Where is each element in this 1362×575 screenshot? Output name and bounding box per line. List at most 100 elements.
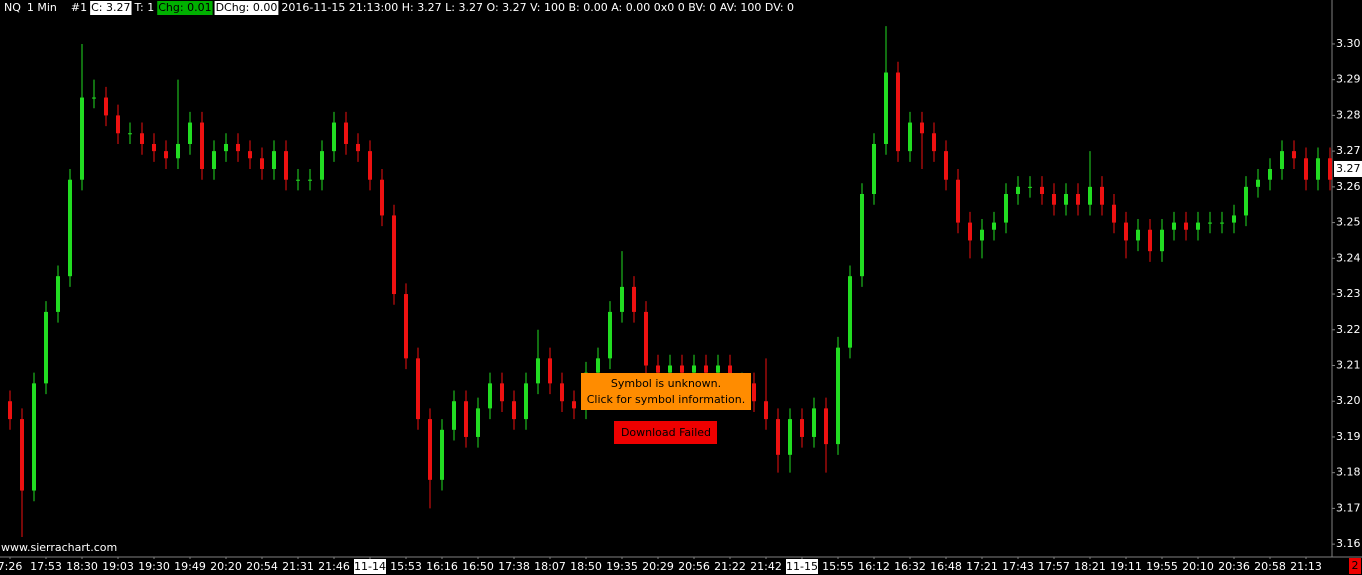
candle-body (764, 401, 768, 420)
candle-body (380, 179, 384, 216)
candle-body (1220, 222, 1224, 224)
x-tick-label: 18:21 (1074, 560, 1106, 573)
candle-body (1184, 222, 1188, 230)
candle-body (8, 401, 12, 420)
candle-body (1028, 186, 1032, 188)
x-tick-label: 20:58 (1254, 560, 1286, 573)
candle-body (1280, 151, 1284, 169)
candle-body (512, 401, 516, 420)
candle-body (1256, 179, 1260, 187)
candle-body (1052, 194, 1056, 205)
candle-body (956, 179, 960, 223)
x-tick-label: 19:30 (138, 560, 170, 573)
candle-body (140, 133, 144, 144)
candle-body (536, 358, 540, 384)
x-tick-label: 18:50 (570, 560, 602, 573)
x-tick-label: 19:49 (174, 560, 206, 573)
candle-body (368, 151, 372, 180)
candle-body (44, 311, 48, 384)
x-tick-label: 21:13 (1290, 560, 1322, 573)
x-tick-label: 17:21 (966, 560, 998, 573)
candle-body (152, 143, 156, 152)
candle-body (1244, 186, 1248, 216)
x-tick-label: 17:38 (498, 560, 530, 573)
y-tick-label: 3.16 (1336, 537, 1361, 550)
candle-body (68, 179, 72, 277)
candle-body (128, 133, 132, 135)
candle-body (92, 97, 96, 99)
candle-body (164, 151, 168, 159)
candle-body (524, 383, 528, 420)
candle-body (848, 276, 852, 348)
candle-body (896, 72, 900, 152)
candle-body (644, 311, 648, 366)
candle-body (656, 365, 660, 373)
candle-body (212, 151, 216, 169)
error-box (614, 421, 717, 444)
candle-body (488, 383, 492, 409)
candle-body (608, 311, 612, 359)
candle-body (1172, 222, 1176, 230)
candle-body (476, 408, 480, 437)
y-tick-label: 3.21 (1336, 358, 1361, 371)
candle-body (56, 276, 60, 312)
x-tick-label: 21:22 (714, 560, 746, 573)
stat-box (133, 1, 156, 15)
x-tick-label: 16:32 (894, 560, 926, 573)
y-tick-label: 3.23 (1336, 287, 1361, 300)
candle-body (1076, 194, 1080, 205)
candle-body (704, 365, 708, 373)
candle-body (32, 383, 36, 491)
message-line[interactable]: Click for symbol information. (587, 393, 746, 406)
candle-body (236, 143, 240, 152)
x-tick-label: 17:57 (1038, 560, 1070, 573)
y-tick-label: 3.18 (1336, 466, 1361, 479)
x-tick-label: 15:53 (390, 560, 422, 573)
watermark: www.sierrachart.com (1, 541, 117, 554)
last-price-box (1334, 160, 1362, 177)
x-tick-label: 21:42 (750, 560, 782, 573)
candle-body (320, 151, 324, 180)
candle-body (1112, 204, 1116, 223)
candle-body (572, 401, 576, 409)
y-tick-label: 3.20 (1336, 394, 1361, 407)
x-tick-label: 21:31 (282, 560, 314, 573)
chart-number: #1 (71, 1, 87, 14)
date-marker (786, 559, 818, 574)
x-tick-label: 18:07 (534, 560, 566, 573)
page-indicator-box[interactable] (1349, 558, 1361, 574)
candle-body (692, 365, 696, 373)
candle-body (872, 143, 876, 195)
candle-body (1016, 186, 1020, 195)
x-tick-label: 11-15 (786, 560, 818, 573)
candle-body (80, 97, 84, 180)
candle-body (1268, 168, 1272, 180)
y-tick-label: 3.22 (1336, 323, 1361, 336)
candle-body (416, 358, 420, 420)
candle-body (176, 143, 180, 159)
candle-body (1316, 158, 1320, 180)
candle-body (668, 365, 672, 373)
symbol-message[interactable]: Symbol is unknown. Click for symbol infor… (581, 373, 751, 410)
candle-body (920, 122, 924, 134)
candle-body (200, 122, 204, 169)
candle-body (392, 215, 396, 295)
candle-body (188, 122, 192, 144)
x-tick-label: 17:53 (30, 560, 62, 573)
page-indicator[interactable]: 2 (1352, 559, 1359, 572)
candle-body (800, 419, 804, 437)
x-tick-label: 7:26 (0, 560, 22, 573)
candle-body (356, 143, 360, 152)
candle-body (272, 151, 276, 169)
y-tick-label: 3.19 (1336, 430, 1361, 443)
candle-body (1040, 186, 1044, 195)
message-line[interactable]: Symbol is unknown. (611, 377, 721, 390)
candle-body (884, 72, 888, 144)
candle-body (260, 158, 264, 169)
stat: C: 3.27 (91, 1, 130, 14)
message-box[interactable] (581, 373, 751, 410)
stat-box (157, 1, 213, 15)
stat: Chg: 0.01 (158, 1, 211, 14)
candle-body (992, 222, 996, 230)
